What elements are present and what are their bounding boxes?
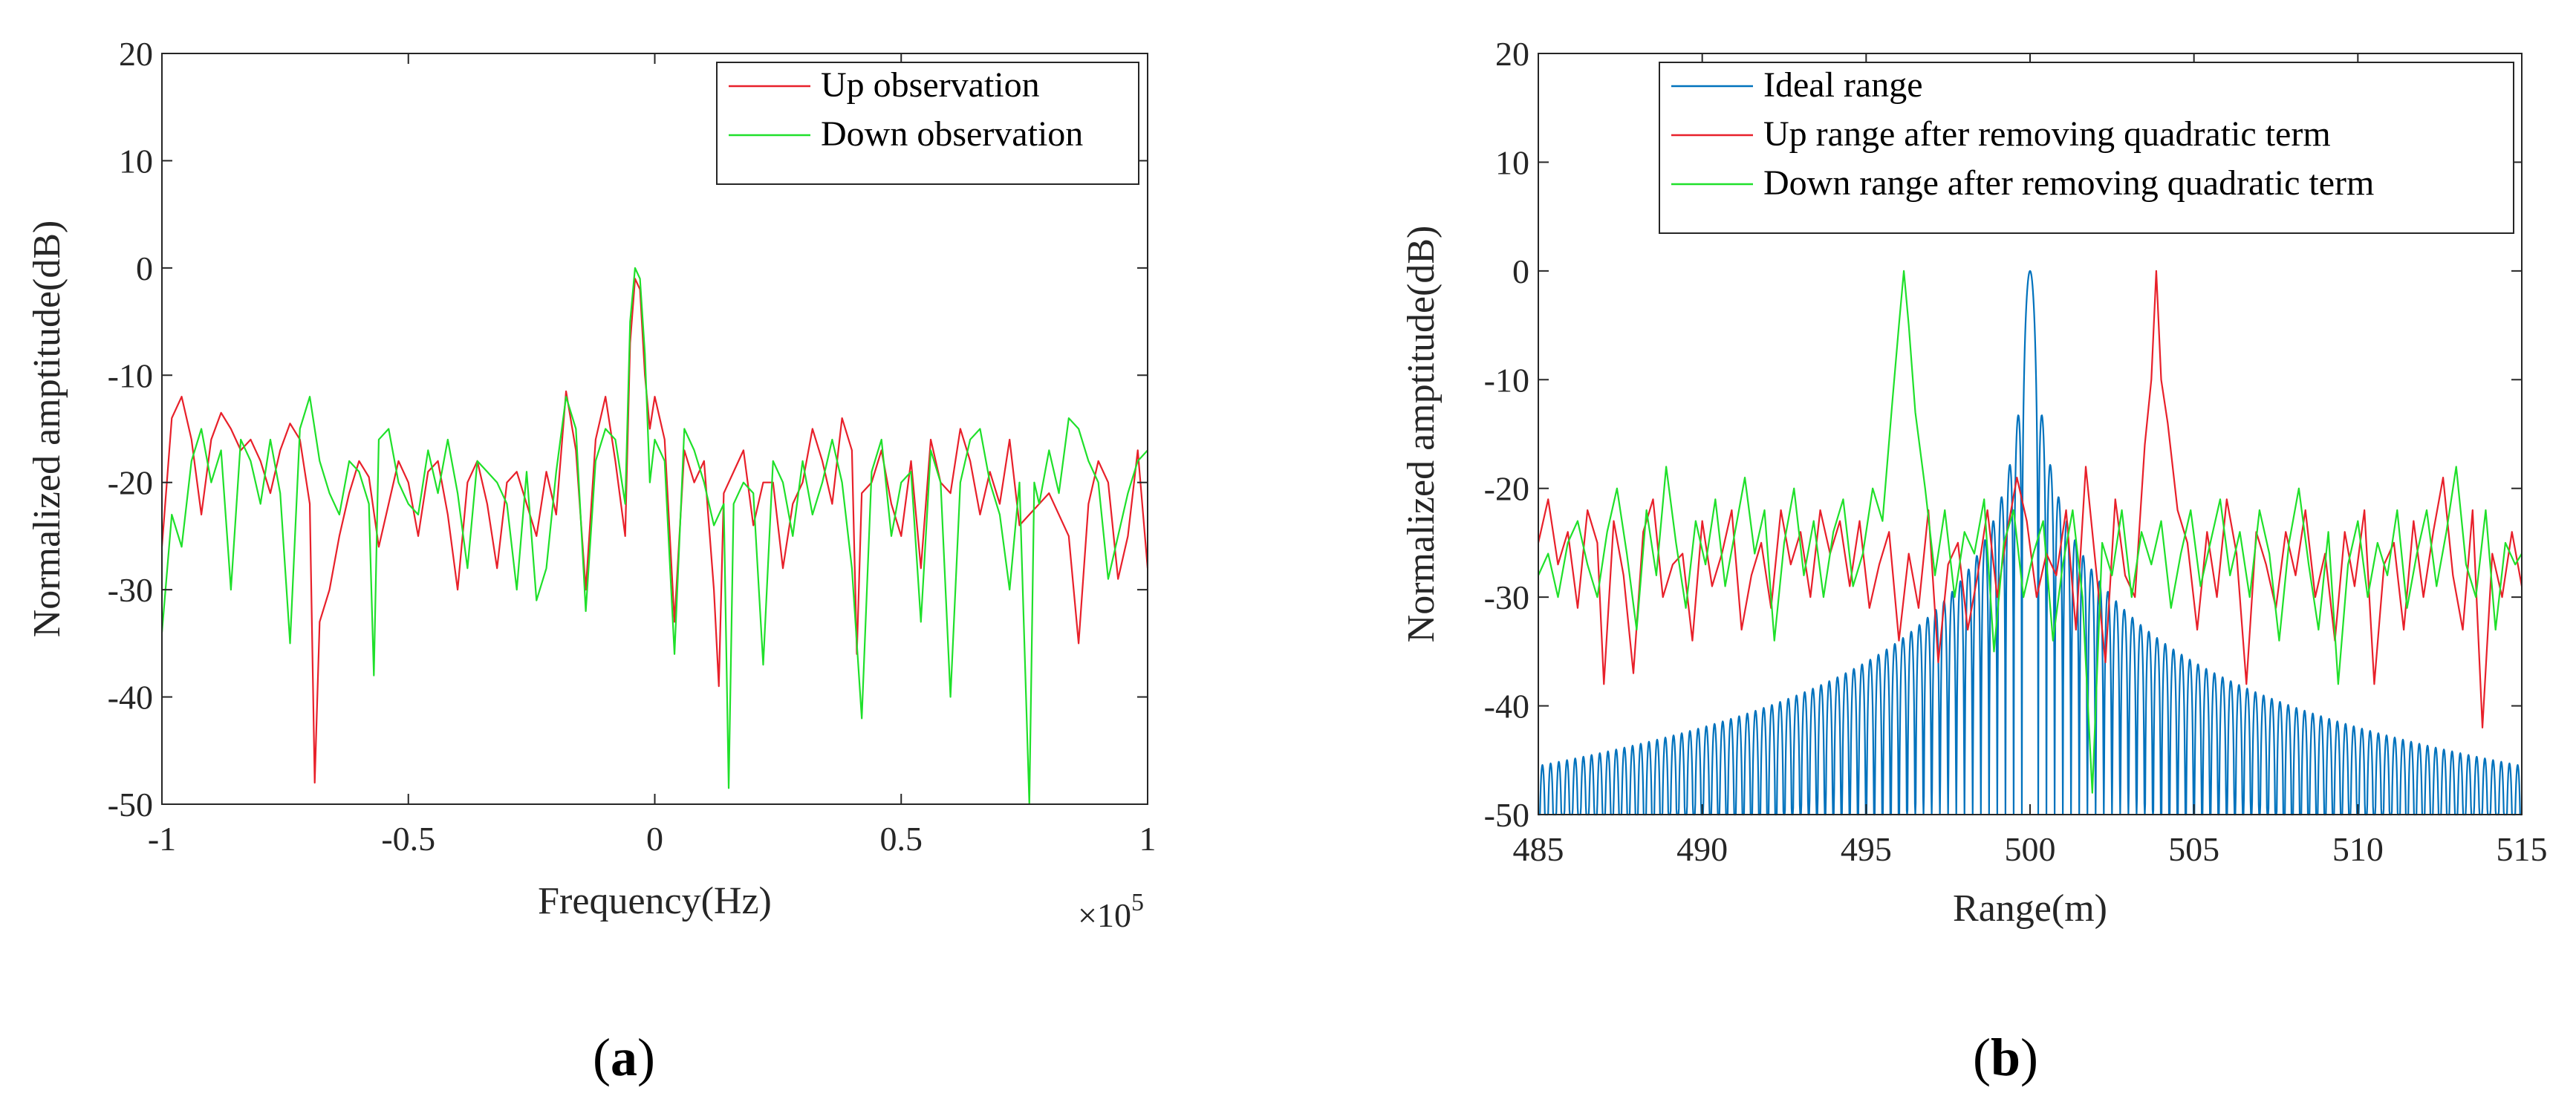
x-axis-exponent-a: ×105 — [1078, 889, 1144, 934]
y-axis-label-a: Normalized amptitude(dB) — [26, 221, 68, 638]
y-tick-label-b-4: -10 — [1484, 361, 1529, 399]
caption-b: (b) — [1973, 1028, 2038, 1087]
y-tick-label-a-7: 20 — [119, 35, 153, 73]
y-tick-label-b-7: 20 — [1495, 35, 1529, 73]
x-tick-label-a-3: 0.5 — [880, 820, 923, 858]
y-tick-label-a-0: -50 — [108, 786, 153, 824]
panel-a: -1 -0.5 0 0.5 1 -50 -40 -30 -20 -10 0 10 20 Frequenc… — [26, 35, 1157, 1087]
series-line-b-3 — [1537, 270, 2523, 794]
x-tick-label-b-5: 510 — [2332, 830, 2384, 868]
series-line-a-1 — [160, 278, 1149, 784]
x-tick-label-b-3: 500 — [2005, 830, 2056, 868]
x-tick-label-b-6: 515 — [2497, 830, 2548, 868]
x-tick-label-a-1: -0.5 — [381, 820, 435, 858]
y-tick-label-b-1: -40 — [1484, 688, 1529, 725]
x-axis-label-b: Range(m) — [1953, 887, 2107, 930]
legend-label-b-1: Ideal range — [1763, 65, 1923, 105]
y-tick-label-b-2: -30 — [1484, 578, 1529, 616]
legend-label-a-2: Down observation — [821, 114, 1083, 154]
y-tick-label-b-6: 10 — [1495, 143, 1529, 181]
series-line-a-2 — [160, 267, 1148, 806]
legend-box-b — [1659, 62, 2514, 234]
x-tick-label-a-0: -1 — [148, 820, 176, 858]
x-tick-label-a-2: 0 — [646, 820, 663, 858]
y-axis-label-b: Normalized amptitude(dB) — [1400, 226, 1443, 643]
y-tick-label-b-0: -50 — [1484, 796, 1529, 834]
y-tick-label-a-3: -20 — [108, 464, 153, 502]
y-tick-label-b-3: -20 — [1484, 470, 1529, 508]
caption-a: (a) — [593, 1028, 655, 1087]
legend-box-a — [716, 62, 1139, 185]
legend-label-a-1: Up observation — [821, 65, 1040, 105]
x-tick-label-b-4: 505 — [2168, 830, 2219, 868]
y-tick-label-a-5: 0 — [136, 250, 153, 287]
panel-b: 485 490 495 500 505 510 515 -50 -40 -30 -20 -10 0 10 2… — [1400, 35, 2548, 1087]
x-axis-label-a: Frequency(Hz) — [538, 880, 772, 922]
legend-label-b-3: Down range after removing quadratic term — [1763, 163, 2374, 203]
x-tick-label-a-4: 1 — [1139, 820, 1157, 858]
legend-a: Up observation Down observation — [716, 62, 1139, 185]
series-line-b-2 — [1537, 270, 2523, 728]
y-tick-label-a-2: -30 — [108, 571, 153, 609]
y-tick-label-a-1: -40 — [108, 679, 153, 717]
y-tick-label-b-5: 0 — [1512, 252, 1529, 290]
y-tick-label-a-4: -10 — [108, 356, 153, 394]
x-tick-label-b-2: 495 — [1841, 830, 1892, 868]
y-tick-label-a-6: 10 — [119, 142, 153, 180]
legend-b: Ideal range Up range after removing quadr… — [1659, 62, 2514, 234]
x-tick-label-b-1: 490 — [1676, 830, 1728, 868]
legend-label-b-2: Up range after removing quadratic term — [1763, 114, 2331, 154]
x-tick-label-b-0: 485 — [1513, 830, 1564, 868]
